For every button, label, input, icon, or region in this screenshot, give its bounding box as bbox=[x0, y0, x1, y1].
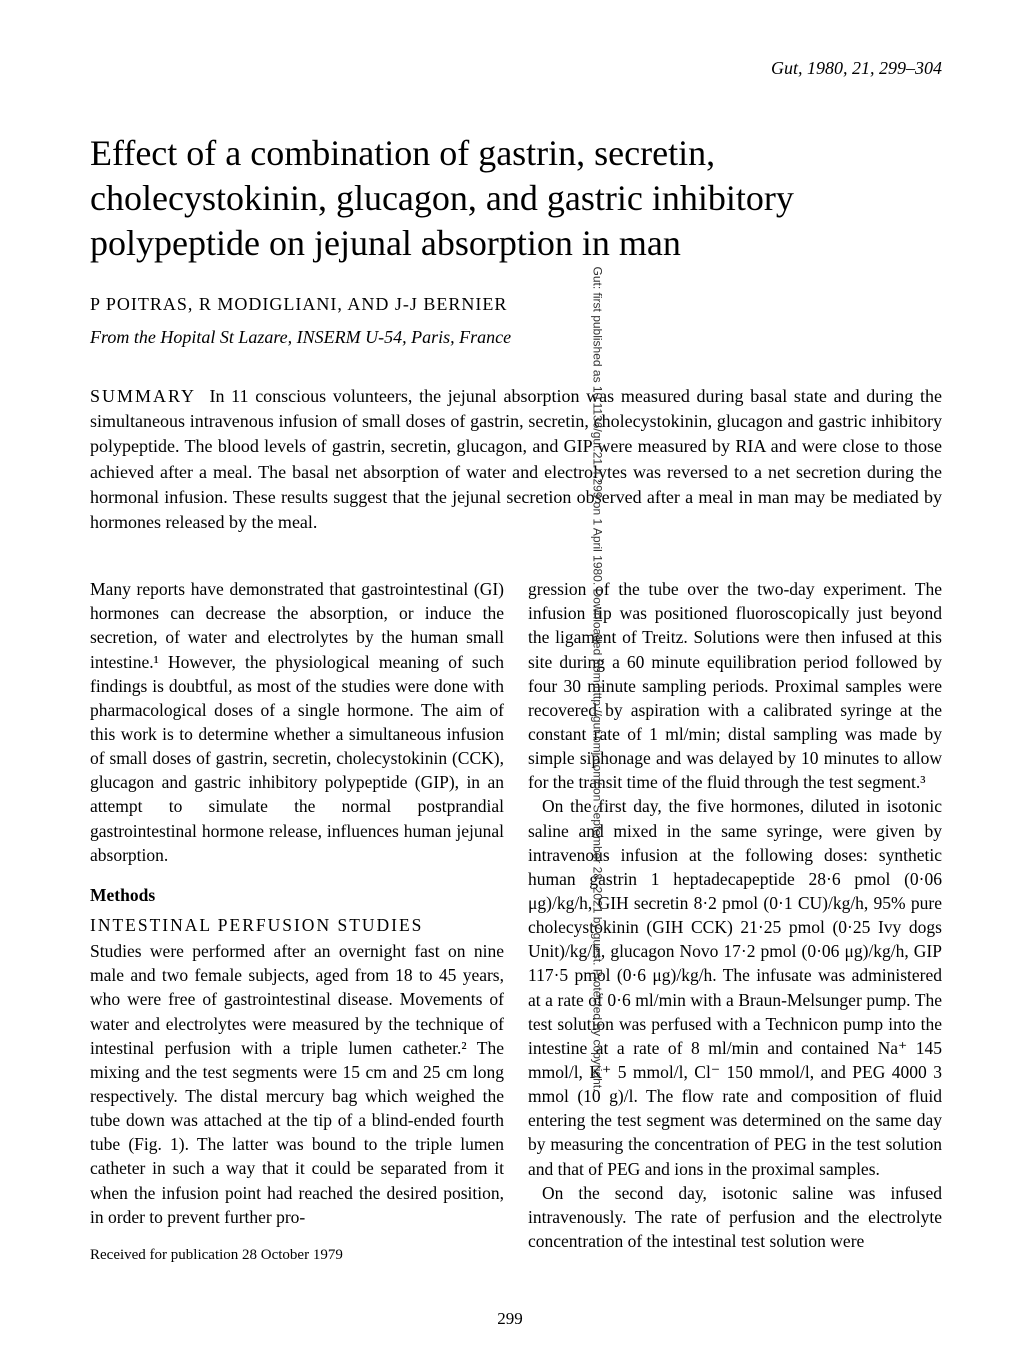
methods-paragraph-1: Studies were performed after an overnigh… bbox=[90, 939, 504, 1229]
page-number: 299 bbox=[497, 1309, 523, 1329]
authors-line: P POITRAS, R MODIGLIANI, AND J-J BERNIER bbox=[90, 294, 942, 315]
summary-text: In 11 conscious volunteers, the jejunal … bbox=[90, 386, 942, 532]
body-columns: Many reports have demonstrated that gast… bbox=[90, 577, 942, 1265]
journal-citation: Gut, 1980, 21, 299–304 bbox=[90, 58, 942, 79]
article-title: Effect of a combination of gastrin, secr… bbox=[90, 131, 942, 266]
methods-heading: Methods bbox=[90, 883, 504, 907]
received-date: Received for publication 28 October 1979 bbox=[90, 1245, 504, 1266]
col2-paragraph-3: On the second day, isotonic saline was i… bbox=[528, 1181, 942, 1253]
subsection-heading: INTESTINAL PERFUSION STUDIES bbox=[90, 913, 504, 937]
affiliation: From the Hopital St Lazare, INSERM U-54,… bbox=[90, 327, 942, 348]
summary-block: SUMMARY In 11 conscious volunteers, the … bbox=[90, 384, 942, 535]
summary-label: SUMMARY bbox=[90, 386, 196, 406]
intro-paragraph: Many reports have demonstrated that gast… bbox=[90, 577, 504, 867]
copyright-sidebar: Gut: first published as 10.1136/gut.21.4… bbox=[591, 266, 605, 1091]
